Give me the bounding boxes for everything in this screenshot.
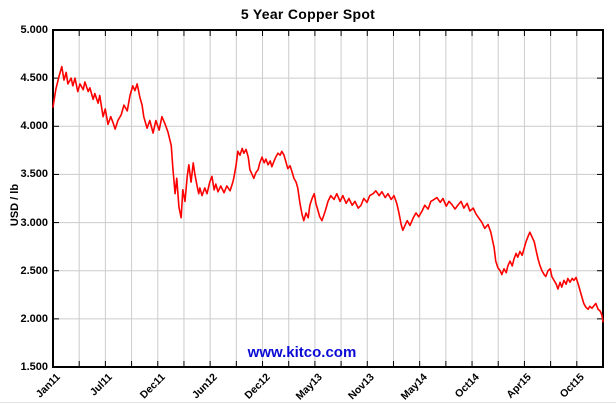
- kitco-watermark-link[interactable]: www.kitco.com: [247, 344, 357, 361]
- y-axis-label: 4.000: [20, 120, 48, 133]
- bottom-divider: [0, 402, 616, 403]
- plot-border: [52, 29, 604, 368]
- x-axis-label: Jan11: [33, 371, 63, 401]
- plot-area: [52, 29, 604, 368]
- chart-title: 5 Year Copper Spot: [240, 6, 376, 22]
- price-line: [52, 65, 604, 323]
- y-axis-label: 5.000: [20, 24, 48, 36]
- y-axis-label: 1.500: [20, 361, 48, 373]
- y-axis-label: 3.500: [20, 168, 48, 181]
- y-axis-label: 2.500: [20, 264, 48, 277]
- y-axis-label: 4.500: [20, 72, 48, 85]
- y-axis-label: 3.000: [20, 216, 48, 229]
- y-axis-label: 2.000: [20, 312, 48, 325]
